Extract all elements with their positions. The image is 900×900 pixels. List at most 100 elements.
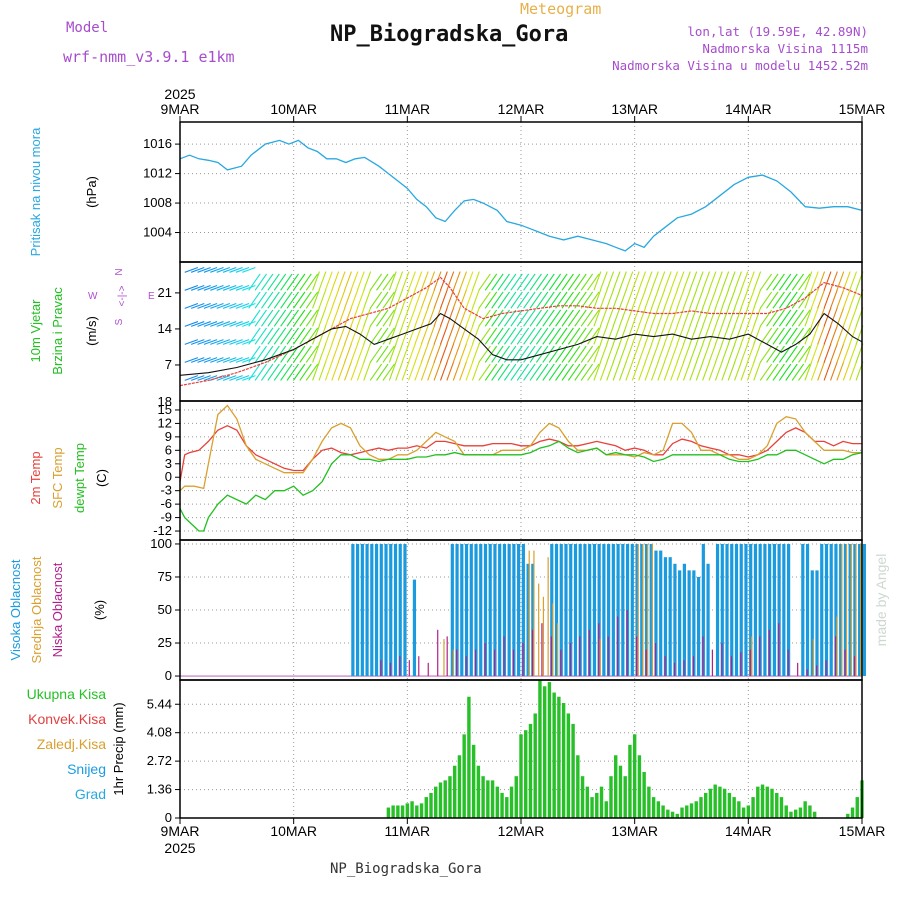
wind-arrow	[408, 271, 416, 291]
wind-arrow	[197, 375, 211, 381]
wind-arrow	[785, 291, 798, 309]
wind-arrow	[267, 309, 280, 327]
wind-arrow	[676, 289, 685, 309]
low-cloud-bar	[399, 656, 401, 677]
wind-arrow	[657, 307, 666, 327]
y-tick-label: 14	[158, 321, 172, 336]
wind-arrow	[184, 339, 199, 345]
wind-arrow	[548, 273, 562, 291]
y-tick-label: 0	[165, 810, 172, 825]
wind-arrow	[721, 343, 730, 363]
precip-bar	[571, 723, 575, 818]
high-cloud-bar	[810, 570, 814, 677]
y-tick-label: 7	[165, 357, 172, 372]
wind-arrow	[427, 271, 436, 291]
high-cloud-bar	[659, 550, 663, 677]
low-cloud-bar	[645, 649, 647, 677]
wind-arrow	[235, 375, 250, 381]
wind-arrow	[497, 345, 510, 363]
wind-arrow	[229, 339, 243, 345]
high-cloud-bar	[403, 543, 407, 677]
wind-arrow	[548, 291, 562, 309]
wind-arrow	[318, 271, 327, 291]
wind-arrow	[286, 309, 299, 327]
wind-arrow	[427, 289, 436, 309]
low-cloud-bar	[389, 662, 391, 677]
wind-arrow	[631, 343, 640, 363]
y-tick-label: 3	[165, 456, 172, 471]
wind-arrow	[292, 291, 306, 309]
wind-arrow	[203, 339, 218, 345]
wind-arrow	[785, 345, 798, 363]
x-tick-label-top: 10MAR	[270, 101, 317, 117]
wind-arrow	[567, 309, 581, 327]
mid-cloud-bar	[547, 557, 549, 677]
wind-arrow	[580, 363, 594, 381]
precip-bar	[429, 792, 433, 818]
wind-arrow	[184, 266, 199, 273]
wind-arrow	[280, 327, 293, 345]
wind-arrow	[842, 343, 851, 363]
wind-arrow	[817, 325, 826, 345]
high-cloud-bar	[583, 543, 587, 677]
wind-arrow	[427, 361, 436, 381]
low-cloud-bar	[475, 649, 477, 677]
precip-bar	[434, 786, 438, 818]
wind-arrow	[420, 325, 429, 345]
wind-arrow	[746, 343, 755, 363]
wind-arrow	[471, 307, 480, 327]
compass-w: W	[88, 291, 98, 302]
wind-arrow	[299, 345, 312, 363]
wind-arrow	[631, 325, 640, 345]
wind-arrow	[702, 361, 710, 381]
wind-arrow	[350, 271, 359, 291]
wind-arrow	[746, 289, 755, 309]
wind-arrow	[331, 289, 340, 309]
wind-arrow	[242, 339, 256, 345]
high-cloud-bar	[663, 557, 668, 677]
wind-arrow	[670, 271, 679, 291]
wind-arrow	[503, 363, 517, 381]
precip-bar	[727, 792, 732, 818]
wind-arrow	[721, 271, 730, 291]
high-cloud-bar	[526, 563, 530, 677]
wind-arrow	[344, 289, 352, 309]
wind-arrow	[823, 271, 832, 291]
wind-arrow	[261, 363, 274, 381]
low-cloud-bar	[730, 656, 732, 677]
wind-arrow	[682, 289, 691, 309]
high-cloud-bar	[370, 543, 374, 677]
y-tick-label: 1.36	[147, 782, 172, 797]
precip-bar	[741, 807, 746, 818]
high-cloud-bar	[640, 543, 644, 677]
wind-arrow	[580, 291, 594, 309]
precip-bar	[647, 786, 651, 818]
mid-cloud-bar	[850, 543, 852, 677]
high-cloud-bar	[654, 550, 658, 677]
wind-arrow	[695, 289, 704, 309]
precip-legend-3: Snijeg	[67, 761, 106, 777]
wind-arrow	[363, 325, 372, 345]
wind-arrow	[618, 271, 627, 291]
wind-arrow	[574, 291, 587, 309]
wind-arrow	[190, 266, 205, 273]
wind-arrow	[612, 325, 621, 345]
wind-arrow	[561, 363, 574, 381]
lonlat-text: lon,lat (19.59E, 42.89N)	[687, 24, 868, 39]
wind-arrow	[267, 363, 280, 381]
wind-arrow	[395, 289, 404, 309]
wind-arrow	[190, 357, 205, 363]
wind-arrow	[484, 309, 498, 327]
wind-arrow	[682, 325, 691, 345]
precip-bar	[490, 780, 495, 818]
precip-bar	[718, 786, 722, 818]
wind-arrow	[727, 343, 736, 363]
wind-arrow	[593, 325, 602, 345]
wind-arrow	[708, 343, 717, 363]
wind-arrow	[337, 361, 346, 381]
wind-arrow	[778, 327, 792, 345]
high-cloud-bar	[602, 543, 606, 677]
wind-arrow	[229, 266, 243, 273]
wind-arrow	[523, 291, 536, 309]
